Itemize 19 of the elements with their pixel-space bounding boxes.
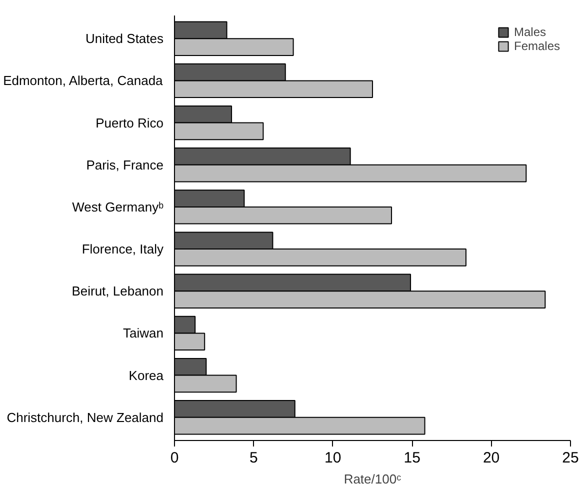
x-tick-label: 20	[482, 450, 500, 466]
y-tick-label: Beirut, Lebanon	[72, 284, 164, 299]
x-tick-label: 25	[562, 450, 579, 466]
x-tick-label: 15	[404, 450, 420, 466]
legend-label: Males	[514, 25, 546, 39]
y-tick-label: Florence, Italy	[82, 242, 164, 257]
legend-label: Females	[514, 39, 560, 53]
x-tick-label: 5	[250, 450, 258, 466]
y-tick-label: Taiwan	[123, 326, 164, 341]
x-axis-title: Rate/100ᶜ	[344, 472, 402, 486]
y-tick-label: Korea	[128, 368, 164, 383]
y-tick-label: Edmonton, Alberta, Canada	[3, 73, 164, 88]
y-tick-label: Christchurch, New Zealand	[6, 410, 164, 425]
x-tick-label: 0	[170, 450, 179, 466]
y-tick-label: United States	[85, 31, 164, 46]
y-tick-label: Puerto Rico	[96, 115, 164, 130]
y-tick-label: Paris, France	[86, 157, 164, 172]
x-tick-label: 10	[324, 450, 342, 466]
y-tick-label: West Germanyᵇ	[72, 199, 164, 214]
